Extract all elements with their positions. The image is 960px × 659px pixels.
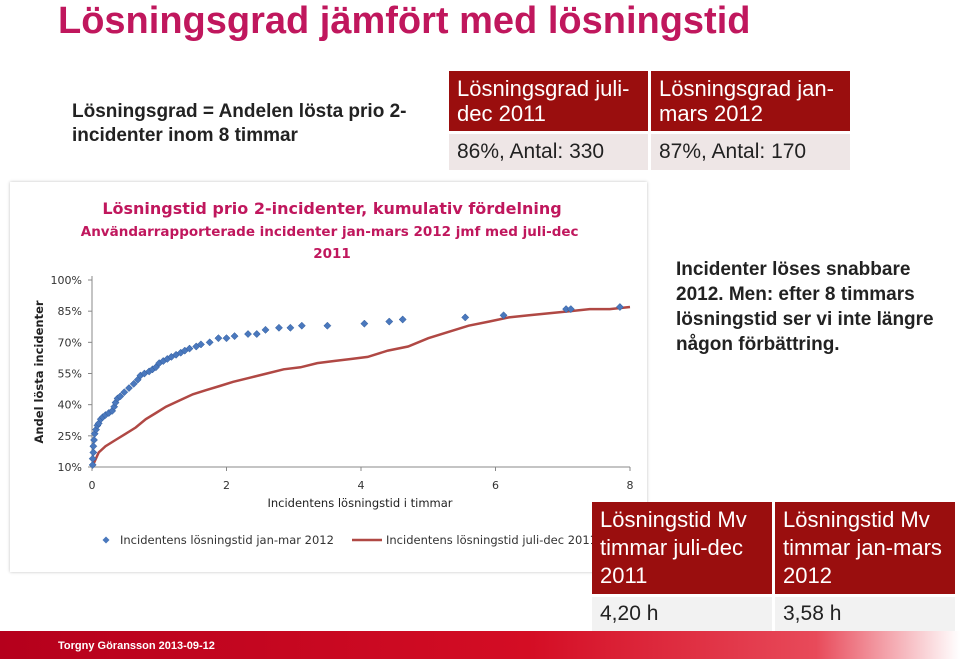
- y-tick-label: 40%: [58, 399, 82, 412]
- mean-header-2011: Lösningstid Mv timmar juli-dec 2011: [592, 502, 772, 594]
- y-tick-label: 100%: [51, 274, 82, 287]
- slide-title: Lösningsgrad jämfört med lösningstid: [58, 0, 751, 42]
- y-tick-label: 25%: [58, 430, 82, 443]
- data-point-2012: [261, 325, 270, 334]
- data-point-2012: [120, 388, 129, 397]
- data-point-2012: [615, 303, 624, 311]
- legend-label-2012: Incidentens lösningstid jan-mar 2012: [120, 533, 334, 547]
- series-line-2011: [90, 305, 631, 468]
- legend-marker-2012: [102, 536, 110, 544]
- data-point-2012: [398, 315, 407, 324]
- x-tick-label: 4: [358, 479, 365, 492]
- rate-header-2012: Lösningsgrad jan-mars 2012: [651, 71, 850, 131]
- x-tick-label: 0: [89, 479, 96, 492]
- rate-header-2011: Lösningsgrad juli-dec 2011: [449, 71, 648, 131]
- data-point-2012: [252, 330, 261, 338]
- data-point-2012: [89, 442, 98, 451]
- x-tick-label: 2: [223, 479, 230, 492]
- y-tick-label: 10%: [58, 461, 82, 474]
- data-point-2012: [286, 323, 295, 332]
- chart-subtitle-line-2: 2011: [313, 246, 351, 262]
- y-axis-label: Andel lösta incidenter: [32, 300, 46, 443]
- mean-value-2012: 3,58 h: [775, 597, 955, 631]
- cumulative-chart: Lösningstid prio 2-incidenter, kumulativ…: [32, 199, 634, 547]
- y-tick-label: 55%: [58, 368, 82, 381]
- footer-bar: [0, 631, 960, 659]
- rate-value-2012: 87%, Antal: 170: [651, 134, 850, 170]
- data-point-2012: [214, 334, 223, 343]
- data-point-2012: [89, 448, 98, 457]
- data-point-2012: [88, 460, 97, 469]
- data-point-2012: [125, 384, 133, 392]
- data-point-2012: [566, 305, 575, 314]
- y-tick-label: 70%: [58, 336, 82, 349]
- data-point-2012: [90, 436, 98, 444]
- rate-value-2011: 86%, Antal: 330: [449, 134, 648, 170]
- y-tick-label: 85%: [58, 305, 82, 318]
- mean-value-2011: 4,20 h: [592, 597, 772, 631]
- x-tick-label: 8: [627, 479, 634, 492]
- plot-area: [88, 303, 631, 469]
- chart-panel: Lösningstid prio 2-incidenter, kumulativ…: [10, 182, 647, 572]
- definition-text: Lösningsgrad = Andelen lösta prio 2-inci…: [72, 101, 407, 146]
- data-point-2012: [499, 311, 508, 320]
- legend: Incidentens lösningstid jan-mar 2012 Inci…: [102, 533, 597, 547]
- footer-text: Torgny Göransson 2013-09-12: [58, 640, 215, 652]
- chart-title: Lösningstid prio 2-incidenter, kumulativ…: [102, 199, 561, 218]
- x-axis-label: Incidentens lösningstid i timmar: [267, 496, 452, 510]
- data-point-2012: [244, 330, 252, 338]
- data-point-2012: [385, 317, 394, 326]
- data-point-2012: [196, 340, 205, 349]
- data-point-2012: [323, 321, 332, 330]
- data-point-2012: [222, 334, 231, 343]
- data-point-2012: [360, 319, 369, 328]
- data-point-2012: [461, 313, 470, 322]
- mean-header-2012: Lösningstid Mv timmar jan-mars 2012: [775, 502, 955, 594]
- chart-subtitle: Användarrapporterade incidenter jan-mars…: [81, 224, 583, 262]
- data-point-2012: [185, 344, 194, 353]
- side-note: Incidenter löses snabbare 2012. Men: eft…: [676, 259, 934, 355]
- legend-label-2011: Incidentens lösningstid juli-dec 2011: [386, 533, 597, 547]
- data-point-2012: [230, 332, 239, 341]
- data-point-2012: [116, 392, 125, 401]
- data-point-2012: [275, 323, 283, 332]
- chart-subtitle-line-1: Användarrapporterade incidenter jan-mars…: [81, 224, 579, 240]
- data-point-2012: [129, 379, 138, 388]
- resolution-rate-table: Lösningsgrad juli-dec 2011 Lösningsgrad …: [446, 68, 853, 173]
- data-point-2012: [297, 321, 306, 330]
- axes: 10% 25% 40% 55% 70% 85% 100% 0 2 4 6 8: [51, 274, 634, 492]
- data-point-2012: [205, 338, 214, 347]
- x-tick-label: 6: [492, 479, 499, 492]
- mean-time-table: Lösningstid Mv timmar juli-dec 2011 Lösn…: [589, 499, 958, 634]
- data-point-2012: [88, 454, 97, 463]
